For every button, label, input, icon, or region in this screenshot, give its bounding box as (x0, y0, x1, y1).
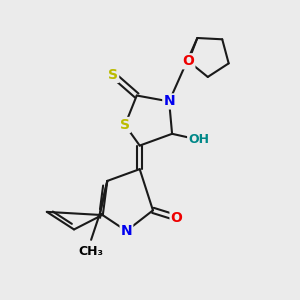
Text: OH: OH (188, 133, 209, 146)
Text: CH₃: CH₃ (79, 245, 104, 258)
Text: O: O (171, 211, 182, 225)
Text: N: N (121, 224, 132, 238)
Text: S: S (120, 118, 130, 132)
Text: N: N (163, 94, 175, 108)
Text: S: S (108, 68, 118, 82)
Text: O: O (182, 54, 194, 68)
